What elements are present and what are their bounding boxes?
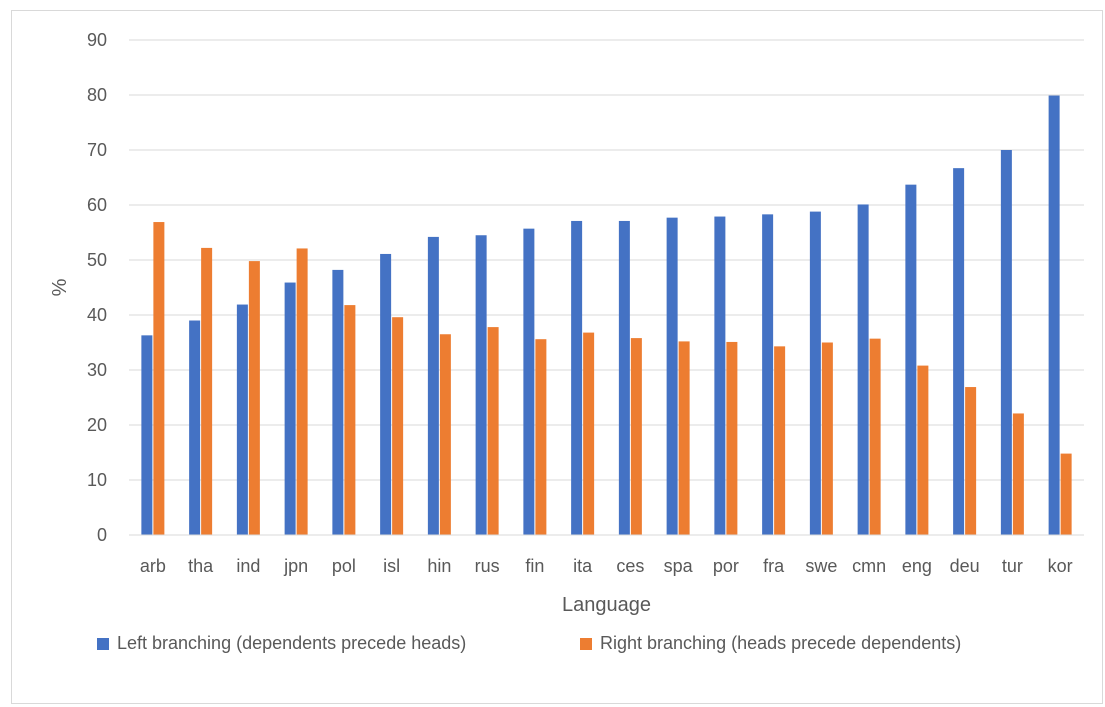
bar-left-branching xyxy=(475,235,487,535)
bar-right-branching xyxy=(583,332,595,535)
bar-right-branching xyxy=(774,346,786,535)
y-tick-label: 70 xyxy=(87,140,107,160)
bar-right-branching xyxy=(535,339,547,535)
y-tick-label: 40 xyxy=(87,305,107,325)
bar-left-branching xyxy=(666,217,678,535)
bar-left-branching xyxy=(1000,150,1012,535)
bar-left-branching xyxy=(762,214,774,535)
bar-right-branching xyxy=(678,341,690,535)
bar-right-branching xyxy=(248,261,260,535)
bar-left-branching xyxy=(236,304,248,535)
x-tick-label: por xyxy=(713,556,739,576)
legend-swatch xyxy=(580,638,592,650)
y-tick-label: 20 xyxy=(87,415,107,435)
y-tick-label: 80 xyxy=(87,85,107,105)
bar-left-branching xyxy=(1048,95,1060,536)
x-tick-label: hin xyxy=(427,556,451,576)
legend-swatch xyxy=(97,638,109,650)
bar-left-branching xyxy=(332,269,344,535)
x-tick-label: fin xyxy=(525,556,544,576)
bar-right-branching xyxy=(965,387,977,535)
x-axis-ticks: arb tha ind jpn pol isl hin rus fin ita ces spa por f… xyxy=(140,556,1073,576)
x-tick-label: deu xyxy=(950,556,980,576)
bar-right-branching xyxy=(296,248,308,535)
bar-right-branching xyxy=(630,338,642,535)
x-tick-label: isl xyxy=(383,556,400,576)
bar-right-branching xyxy=(1012,413,1024,535)
bars xyxy=(141,95,1072,536)
x-tick-label: ind xyxy=(236,556,260,576)
bar-left-branching xyxy=(141,335,153,535)
x-tick-label: pol xyxy=(332,556,356,576)
x-tick-label: ces xyxy=(616,556,644,576)
x-tick-label: tur xyxy=(1002,556,1023,576)
bar-right-branching xyxy=(153,222,165,536)
bar-right-branching xyxy=(344,305,356,535)
bar-left-branching xyxy=(905,184,917,535)
bar-left-branching xyxy=(427,236,439,535)
x-tick-label: fra xyxy=(763,556,785,576)
y-tick-label: 90 xyxy=(87,30,107,50)
legend: Left branching (dependents precede heads… xyxy=(97,633,961,653)
bar-right-branching xyxy=(439,334,451,535)
x-tick-label: rus xyxy=(475,556,500,576)
y-tick-label: 50 xyxy=(87,250,107,270)
bar-left-branching xyxy=(523,228,535,535)
x-tick-label: arb xyxy=(140,556,166,576)
legend-label: Left branching (dependents precede heads… xyxy=(117,633,466,653)
bar-left-branching xyxy=(284,282,296,535)
legend-label: Right branching (heads precede dependent… xyxy=(600,633,961,653)
bar-right-branching xyxy=(487,327,499,535)
bar-left-branching xyxy=(618,220,630,535)
y-tick-label: 30 xyxy=(87,360,107,380)
bar-right-branching xyxy=(392,317,404,535)
x-tick-label: ita xyxy=(573,556,593,576)
x-tick-label: cmn xyxy=(852,556,886,576)
y-tick-label: 10 xyxy=(87,470,107,490)
y-tick-label: 60 xyxy=(87,195,107,215)
x-tick-label: eng xyxy=(902,556,932,576)
y-axis-ticks: 0 10 20 30 40 50 60 70 80 90 xyxy=(87,30,107,545)
bar-left-branching xyxy=(953,168,965,535)
bar-right-branching xyxy=(201,247,213,535)
x-axis-title: Language xyxy=(562,594,651,616)
bar-right-branching xyxy=(821,342,833,535)
x-tick-label: tha xyxy=(188,556,214,576)
bar-left-branching xyxy=(857,204,869,535)
bar-right-branching xyxy=(1060,453,1072,535)
x-tick-label: spa xyxy=(664,556,694,576)
bar-left-branching xyxy=(380,253,392,535)
bar-left-branching xyxy=(571,220,583,535)
x-tick-label: kor xyxy=(1048,556,1073,576)
bar-right-branching xyxy=(726,341,738,535)
bar-right-branching xyxy=(869,338,881,535)
x-tick-label: swe xyxy=(805,556,837,576)
gridlines xyxy=(129,39,1084,481)
bar-left-branching xyxy=(714,216,726,536)
bar-left-branching xyxy=(189,320,201,535)
y-tick-label: 0 xyxy=(97,525,107,545)
x-tick-label: jpn xyxy=(283,556,308,576)
bar-left-branching xyxy=(809,211,821,535)
bar-right-branching xyxy=(917,365,929,535)
y-axis-title: % xyxy=(49,278,71,296)
